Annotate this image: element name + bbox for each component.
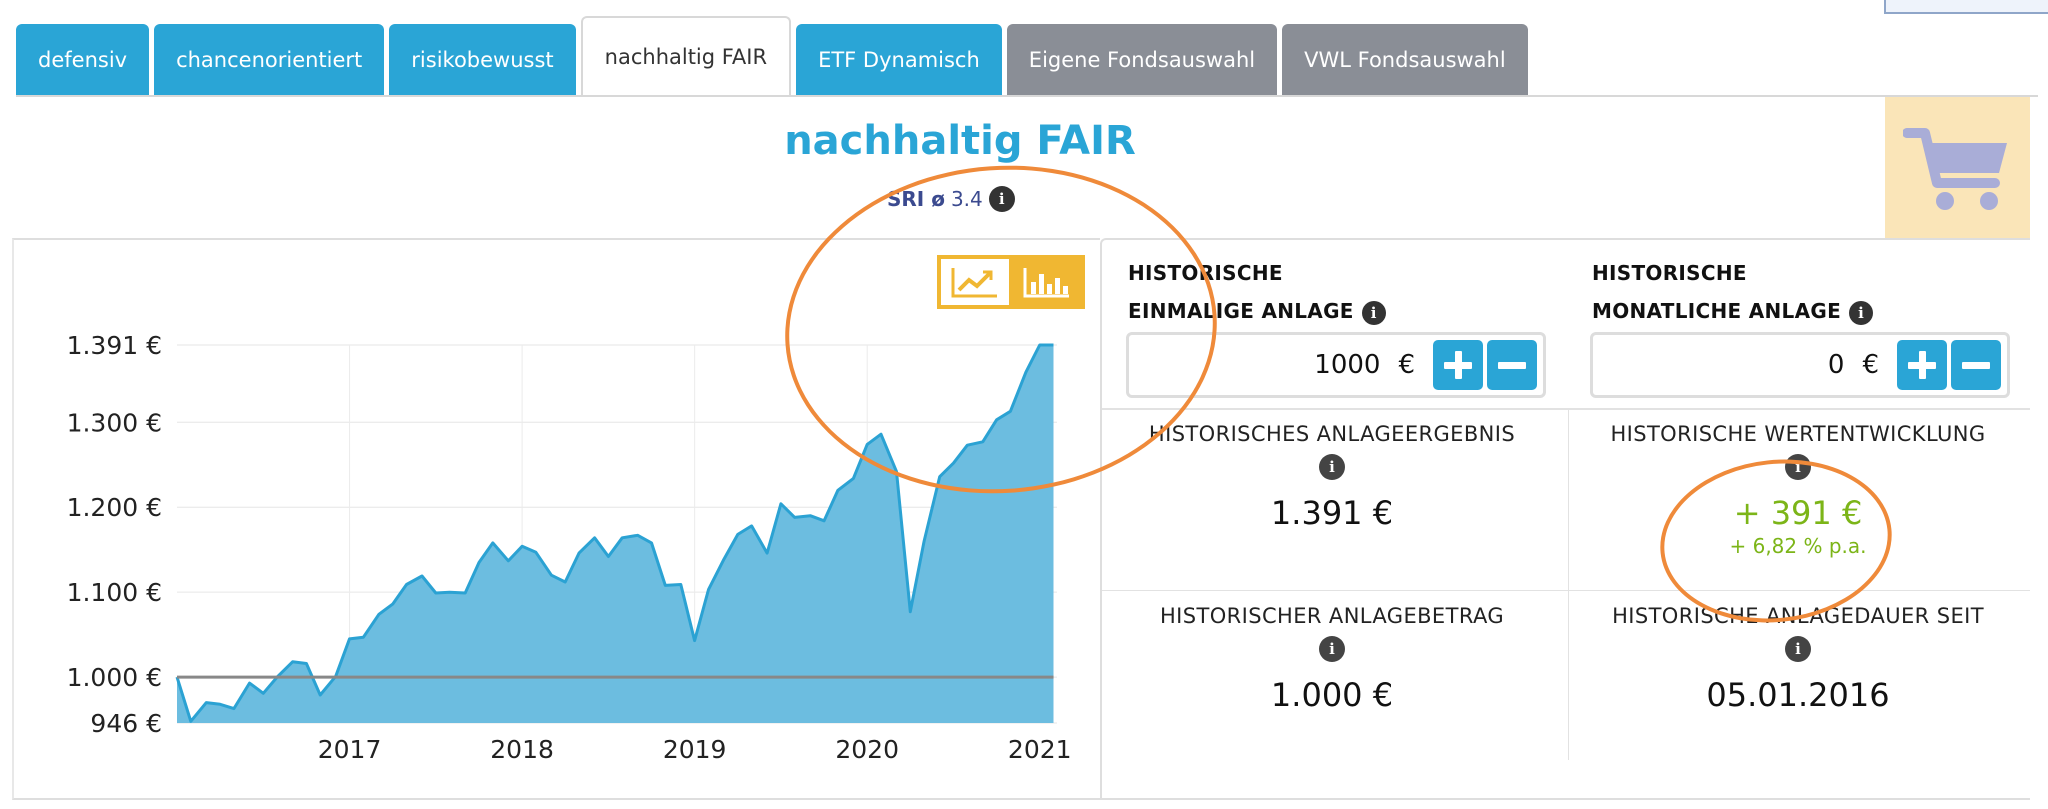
info-icon[interactable]: i xyxy=(1785,454,1811,480)
fund-tabs: defensiv chancenorientiert risikobewusst na… xyxy=(16,16,1533,96)
sri-value: 3.4 xyxy=(950,187,983,211)
y-tick-label: 1.300 € xyxy=(67,408,162,437)
y-tick-label: 1.000 € xyxy=(67,663,162,692)
bar-chart-icon xyxy=(1023,268,1069,298)
chart-type-toggle xyxy=(937,255,1085,309)
increase-single-button[interactable] xyxy=(1433,340,1483,390)
result-value: 1.391 € xyxy=(1270,494,1394,532)
info-icon[interactable]: i xyxy=(1319,636,1345,662)
decrease-monthly-button[interactable] xyxy=(1951,340,2001,390)
since-value: 05.01.2016 xyxy=(1706,676,1890,714)
amount-label: HISTORISCHER ANLAGEBETRAG xyxy=(1159,604,1505,628)
x-tick-label: 2021 xyxy=(1008,735,1072,764)
y-tick-label: 1.100 € xyxy=(67,578,162,607)
shopping-cart-icon xyxy=(1902,128,2007,210)
series-line xyxy=(175,343,1054,723)
y-tick-label: 1.391 € xyxy=(67,331,162,360)
divider xyxy=(1568,410,1569,760)
increase-monthly-button[interactable] xyxy=(1897,340,1947,390)
amount-value: 1.000 € xyxy=(1270,676,1394,714)
performance-chart: 1.391 € 1.300 € 1.200 € 1.100 € 1.000 € 946 €… xyxy=(67,331,1072,764)
performance-stat: HISTORISCHE WERTENTWICKLUNG i + 391 € + … xyxy=(1568,422,2028,558)
info-icon[interactable]: i xyxy=(1785,636,1811,662)
sri-label: SRI ø xyxy=(887,187,945,211)
tab-eigene-fondsauswahl[interactable]: Eigene Fondsauswahl xyxy=(1006,24,1278,96)
info-icon[interactable]: i xyxy=(1361,300,1386,325)
currency-symbol: € xyxy=(1398,350,1415,380)
amount-stat: HISTORISCHER ANLAGEBETRAG i 1.000 € xyxy=(1102,604,1562,714)
y-tick-label: 1.200 € xyxy=(67,493,162,522)
tab-risikobewusst[interactable]: risikobewusst xyxy=(389,24,576,96)
single-investment-label: HISTORISCHE EINMALIGE ANLAGE i xyxy=(1128,254,1386,330)
chart-panel xyxy=(12,238,1100,800)
bar-chart-button[interactable] xyxy=(1013,259,1081,305)
info-icon[interactable]: i xyxy=(1849,300,1874,325)
line-chart-icon xyxy=(951,268,997,298)
performance-value: + 391 € xyxy=(1733,494,1863,532)
corner-widget xyxy=(1884,0,2048,14)
monthly-investment-input[interactable]: 0 xyxy=(1827,350,1845,380)
since-label: HISTORISCHE ANLAGEDAUER SEIT xyxy=(1612,604,1984,628)
line-chart-button[interactable] xyxy=(941,259,1009,305)
tab-chancenorientiert[interactable]: chancenorientiert xyxy=(154,24,385,96)
divider xyxy=(1102,590,2030,591)
shopping-cart-button[interactable] xyxy=(1885,97,2030,240)
single-label-line2: EINMALIGE ANLAGE xyxy=(1128,299,1354,323)
tab-nachhaltig-fair[interactable]: nachhaltig FAIR xyxy=(580,16,792,96)
tab-etf-dynamisch[interactable]: ETF Dynamisch xyxy=(796,24,1002,96)
performance-label: HISTORISCHE WERTENTWICKLUNG xyxy=(1610,422,1986,446)
monthly-investment-field: 0 € xyxy=(1590,332,2010,398)
x-tick-label: 2019 xyxy=(663,735,727,764)
tab-vwl-fondsauswahl[interactable]: VWL Fondsauswahl xyxy=(1282,24,1528,96)
since-stat: HISTORISCHE ANLAGEDAUER SEIT i 05.01.201… xyxy=(1568,604,2028,714)
page-title: nachhaltig FAIR xyxy=(784,118,1136,164)
single-investment-field: 1000 € xyxy=(1126,332,1546,398)
x-tick-label: 2017 xyxy=(318,735,382,764)
currency-symbol: € xyxy=(1862,350,1879,380)
monthly-label-line2: MONATLICHE ANLAGE xyxy=(1592,299,1842,323)
tab-defensiv[interactable]: defensiv xyxy=(16,24,150,96)
divider xyxy=(1102,408,2030,410)
single-label-line1: HISTORISCHE xyxy=(1128,261,1283,285)
y-tick-label: 946 € xyxy=(90,709,162,738)
info-icon[interactable]: i xyxy=(1319,454,1345,480)
x-tick-label: 2020 xyxy=(835,735,899,764)
info-icon[interactable]: i xyxy=(988,186,1015,212)
series-area xyxy=(177,345,1054,723)
single-investment-input[interactable]: 1000 xyxy=(1314,350,1381,380)
investment-panel: HISTORISCHE EINMALIGE ANLAGE i 1000 € HIS… xyxy=(1100,238,2030,800)
result-label: HISTORISCHES ANLAGEERGEBNIS xyxy=(1148,422,1516,446)
result-stat: HISTORISCHES ANLAGEERGEBNIS i 1.391 € xyxy=(1102,422,1562,532)
sri-indicator: SRI ø 3.4 i xyxy=(887,186,1015,212)
tab-divider xyxy=(16,95,2038,97)
x-tick-label: 2018 xyxy=(490,735,554,764)
performance-pa: + 6,82 % p.a. xyxy=(1729,534,1867,558)
decrease-single-button[interactable] xyxy=(1487,340,1537,390)
monthly-label-line1: HISTORISCHE xyxy=(1592,261,1747,285)
monthly-investment-label: HISTORISCHE MONATLICHE ANLAGE i xyxy=(1592,254,1874,330)
